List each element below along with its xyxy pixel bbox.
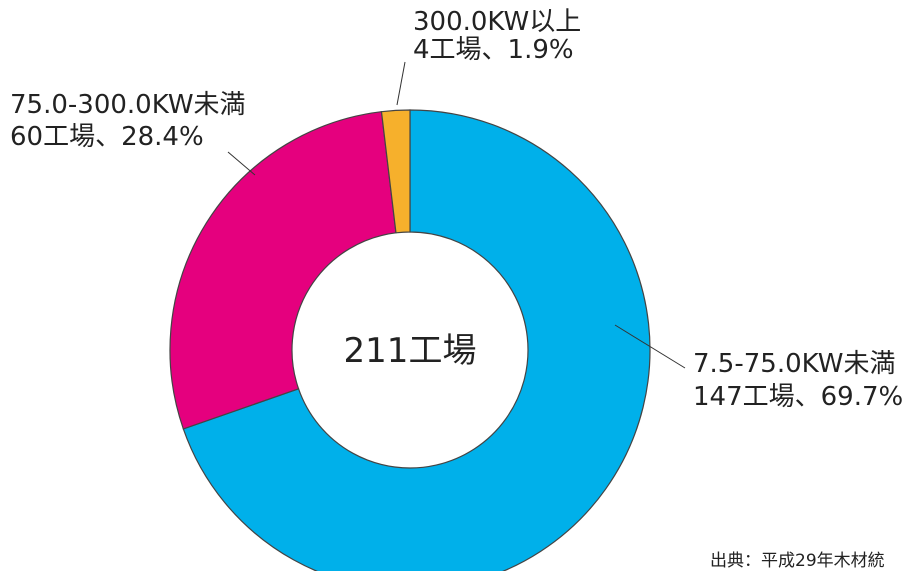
- center-label: 211工場: [344, 331, 477, 371]
- value-label: 147工場、69.7%: [693, 382, 903, 412]
- category-label: 75.0-300.0KW未満: [10, 90, 246, 120]
- leader-line: [227, 151, 256, 176]
- category-label: 7.5-75.0KW未満: [693, 349, 895, 379]
- leader-line: [614, 324, 686, 369]
- slice: [182, 109, 651, 571]
- value-label: 4工場、1.9%: [413, 35, 574, 65]
- category-label: 300.0KW以上: [413, 7, 581, 37]
- slice: [380, 109, 411, 234]
- leader-line: [396, 61, 406, 106]
- value-label: 60工場、28.4%: [10, 122, 204, 152]
- slice: [169, 111, 397, 430]
- source-note: 出典：平成29年木材統: [710, 551, 885, 571]
